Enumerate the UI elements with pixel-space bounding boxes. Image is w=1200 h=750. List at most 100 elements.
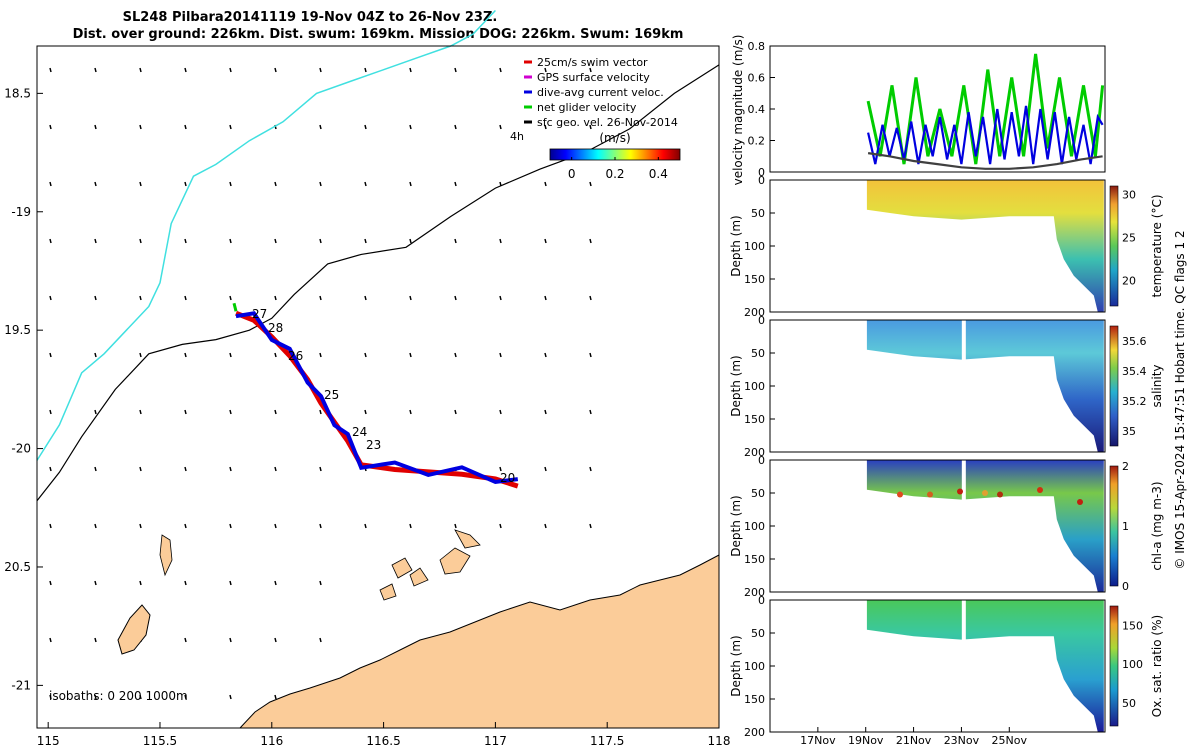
velocity-series [866,53,1105,170]
colorbar-tick-label: 35.4 [1122,365,1147,378]
colorbar-tick-label: 35.2 [1122,395,1147,408]
map-y-tick-label: -19 [11,205,31,219]
isobaths-label: isobaths: 0 200 1000m [49,689,188,703]
surface-velocity-arrow [229,295,232,301]
surface-velocity-arrow [319,124,322,130]
section-data-field [866,460,1104,592]
surface-velocity-arrow [139,352,142,358]
depth-tick-label: 100 [744,660,765,673]
surface-velocity-arrow [319,409,322,415]
depth-tick-label: 0 [758,174,765,187]
surface-velocity-arrow [49,523,52,529]
surface-velocity-arrow [94,352,97,358]
surface-velocity-arrow [454,124,457,130]
surface-velocity-arrow [274,238,277,244]
surface-velocity-arrow [499,124,502,130]
surface-velocity-arrow [274,580,277,586]
track-day-label: 27 [252,307,267,321]
map-x-tick-label: 116 [260,734,283,748]
map-y-tick-label: 19.5 [4,323,31,337]
surface-velocity-arrow [94,295,97,301]
colorbar-tick-label: 1 [1122,520,1129,533]
island-group [159,529,481,601]
surface-velocity-arrow [274,295,277,301]
surface-velocity-arrow [499,238,502,244]
section-panel: 0 50 100 150 200 Depth (m) 50 100 150 Ox. sat. ra… [729,594,1164,739]
section-colorbar [1109,325,1119,447]
surface-velocity-arrow [229,580,232,586]
time-tick-label: 23Nov [944,734,980,747]
surface-velocity-arrow [184,352,187,358]
colorbar-tick-label: 35.6 [1122,335,1147,348]
surface-velocity-arrow [229,637,232,643]
surface-velocity-arrow [454,238,457,244]
surface-velocity-arrow [94,238,97,244]
depth-tick-label: 200 [744,586,765,599]
glider-track [232,302,519,489]
map-panel: SL248 Pilbara20141119 19-Nov 04Z to 26-N… [4,9,730,748]
map-y-tick-label: 18.5 [4,86,31,100]
map-subtitle: Dist. over ground: 226km. Dist. swum: 16… [73,27,684,42]
surface-velocity-arrow [319,295,322,301]
track-day-label: 20 [500,471,515,485]
surface-velocity-arrow [454,67,457,73]
surface-velocity-arrow [49,124,52,130]
depth-axis-label: Depth (m) [729,215,743,276]
colorbar-tick-label: 100 [1122,658,1143,671]
surface-velocity-arrow [94,580,97,586]
surface-velocity-arrow [49,67,52,73]
chl-hotspot [1037,487,1043,493]
surface-velocity-arrow [409,124,412,130]
depth-tick-label: 150 [744,693,765,706]
time-tick-label: 17Nov [800,734,836,747]
surface-velocity-arrow [544,466,547,472]
depth-tick-label: 150 [744,273,765,286]
surface-velocity-arrow [229,67,232,73]
colorbar-label: chl-a (mg m-3) [1150,481,1164,570]
colorbar-tick-label: 0 [1122,580,1129,593]
surface-velocity-arrow [229,694,232,700]
surface-velocity-arrow [364,238,367,244]
colorbar-extra: 4h [510,130,524,143]
surface-velocity-arrow [319,67,322,73]
map-legend: 25cm/s swim vector GPS surface velocity di… [524,56,678,129]
surface-velocity-arrow [589,238,592,244]
surface-velocity-arrow [454,409,457,415]
section-panel: 0 50 100 150 200 Depth (m) 35 35.2 35.4 35.6 salin… [729,314,1164,459]
footer-credit: © IMOS 15-Apr-2024 15:47:51 Hobart time.… [1173,230,1187,569]
time-axis: 17Nov 19Nov 21Nov 23Nov 25Nov [800,727,1028,747]
colorbar-label: Ox. sat. ratio (%) [1150,615,1164,717]
depth-tick-label: 0 [758,314,765,327]
track-day-label: 28 [268,321,283,335]
surface-velocity-arrow [319,466,322,472]
surface-velocity-arrow [139,295,142,301]
surface-velocity-arrow [184,409,187,415]
chl-hotspot [927,491,933,498]
track-day-label: 24 [352,425,367,439]
surface-velocity-arrow [94,523,97,529]
chl-hotspot [982,490,988,496]
surface-velocity-arrow [319,238,322,244]
surface-velocity-arrow [184,295,187,301]
map-title: SL248 Pilbara20141119 19-Nov 04Z to 26-N… [123,10,498,25]
velocity-series-line [867,105,1104,165]
surface-velocity-arrow [544,523,547,529]
surface-velocity-arrow [454,295,457,301]
surface-velocity-arrow [454,523,457,529]
map-x-tick-label: 117 [484,734,507,748]
surface-velocity-arrow [49,409,52,415]
section-data-field [866,180,1104,312]
depth-axis-label: Depth (m) [729,355,743,416]
map-y-tick-label: 20.5 [4,560,31,574]
colorbar-tick-label: 0 [568,167,576,181]
velocity-y-axis: 0 0.2 0.4 0.6 0.8 [748,40,775,179]
surface-velocity-arrow [364,523,367,529]
chl-hotspot [957,488,963,495]
section-data-field [866,600,1104,732]
surface-velocity-arrow [139,67,142,73]
colorbar-tick-label: 0.4 [649,167,668,181]
legend-label: GPS surface velocity [537,71,650,84]
time-tick-label: 25Nov [992,734,1028,747]
